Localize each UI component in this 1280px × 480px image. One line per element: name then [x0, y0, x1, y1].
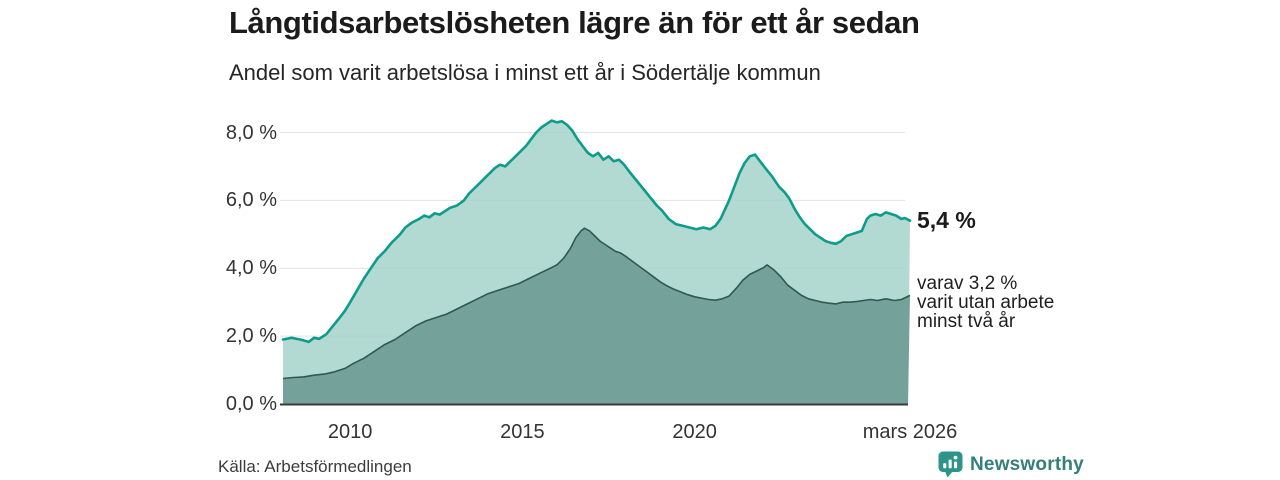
newsworthy-icon: [938, 451, 963, 478]
newsworthy-logo[interactable]: Newsworthy: [938, 451, 1084, 478]
line-total: [281, 119, 912, 344]
y-tick-label: 0,0 %: [225, 393, 277, 415]
secondary-annotation-line: varav 3,2 %: [917, 273, 1018, 295]
y-tick-label: 8,0 %: [225, 121, 277, 144]
secondary-annotation: varav 3,2 % varit utan arbete minst två …: [917, 274, 1054, 331]
x-tick-label: mars 2026: [862, 421, 958, 443]
page-title: Långtidsarbetslösheten lägre än för ett …: [229, 5, 920, 40]
y-tick-label: 2,0 %: [225, 325, 277, 348]
secondary-annotation-line: minst två år: [917, 311, 1016, 333]
chart-subtitle: Andel som varit arbetslösa i minst ett å…: [229, 60, 821, 85]
secondary-annotation-line: varit utan arbete: [917, 292, 1055, 314]
x-tick-label: 2015: [500, 421, 545, 443]
source-label: Källa: Arbetsförmedlingen: [218, 457, 412, 476]
newsworthy-wordmark: Newsworthy: [970, 453, 1084, 475]
line-two-years: [282, 227, 911, 380]
x-tick-label: 2020: [672, 421, 717, 443]
latest-value-label: 5,4 %: [917, 206, 976, 233]
y-tick-label: 4,0 %: [225, 257, 277, 280]
x-tick-label: 2010: [327, 421, 373, 443]
area-two-years: [283, 228, 910, 404]
y-tick-label: 6,0 %: [225, 189, 277, 212]
